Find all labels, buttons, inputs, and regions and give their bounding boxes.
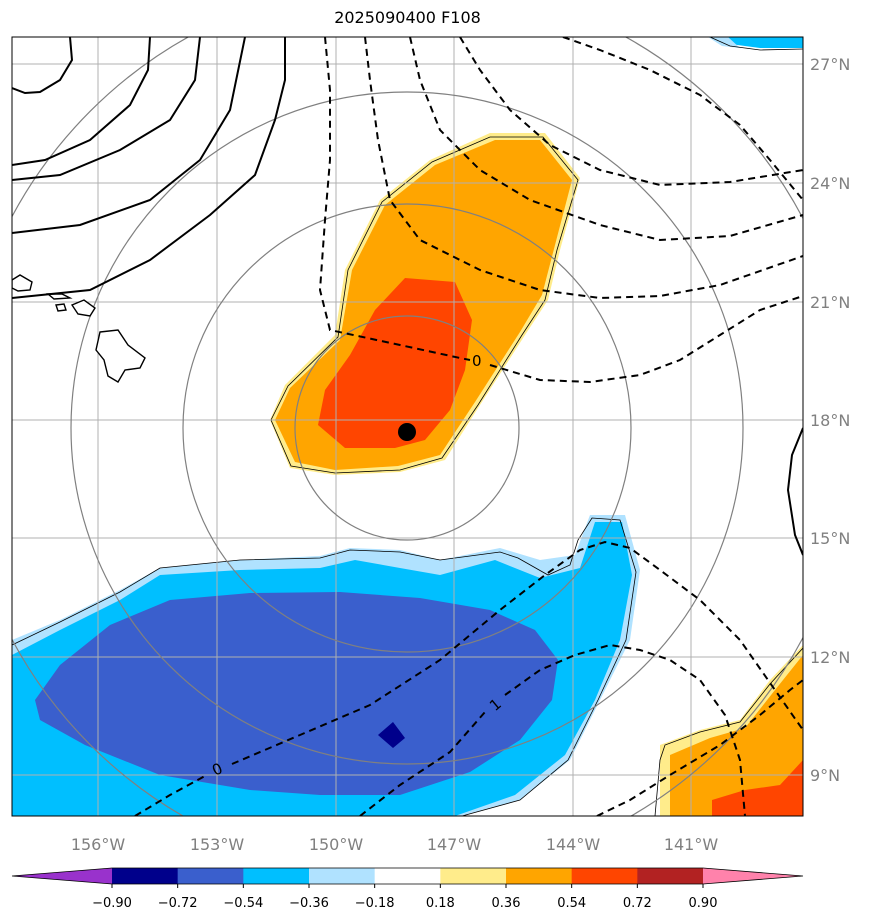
colorbar-segment [440,868,507,884]
range-rings [12,37,803,816]
lon-label: 153°W [190,835,245,854]
colorbar-segment [177,868,244,884]
colorbar: −0.90 −0.72 −0.54 −0.36 −0.18 0.18 0.36 0.54 0.7… [11,867,804,911]
colorbar-segment [112,868,179,884]
lon-label: 156°W [71,835,126,854]
map-frame [11,36,804,817]
lon-label: 141°W [664,835,719,854]
colorbar-tick-label: 0.36 [492,896,521,911]
colorbar-segment [374,868,441,884]
positive-anomaly-se-orange [670,655,803,816]
lat-label: 24°N [810,174,850,193]
colorbar-segment [309,868,376,884]
solid-contours [12,37,803,556]
lon-label: 147°W [427,835,482,854]
positive-outline [270,136,579,474]
colorbar-segment [637,868,704,884]
colorbar-tick-label: 0.72 [623,896,652,911]
lat-label: 15°N [810,529,850,548]
negative-anomaly-mid [35,592,558,795]
negative-anomaly-dark [378,722,405,748]
colorbar-tick-label: −0.90 [92,896,132,911]
colorbar-tick-label: −0.72 [158,896,198,911]
colorbar-tick-label: −0.18 [355,896,395,911]
lat-label: 9°N [810,766,840,785]
negative-anomaly-ne [712,37,803,48]
coastline-hawaii [12,274,146,383]
colorbar-tick-label: 0.54 [557,896,586,911]
colorbar-arrow-left [12,868,112,884]
lat-label: 18°N [810,411,850,430]
map-title: 2025090400 F108 [334,8,481,27]
negative-outline [12,517,637,816]
storm-center-marker [398,423,416,441]
colorbar-tick-label: −0.54 [223,896,263,911]
longitude-labels: 156°W 153°W 150°W 147°W 144°W 141°W [71,835,719,854]
colorbar-tick-label: −0.36 [289,896,329,911]
colorbar-tick-label: 0.18 [426,896,455,911]
latitude-labels: 27°N 24°N 21°N 18°N 15°N 12°N 9°N [810,55,850,785]
lat-label: 21°N [810,293,850,312]
colorbar-tick-label: 0.90 [689,896,718,911]
positive-anomaly-red [318,278,472,448]
dashed-contours [134,37,803,816]
colorbar-segment [571,868,638,884]
lat-label: 12°N [810,648,850,667]
lon-label: 150°W [309,835,364,854]
map-area [12,37,803,816]
contour-label-0-north: 0 [472,352,482,370]
colorbar-arrow-right [703,868,803,884]
ne-outline [709,37,803,51]
colorbar-segment [243,868,310,884]
colorbar-segment [506,868,573,884]
positive-anomaly-se-red [712,760,803,816]
graticule [12,37,803,816]
lat-label: 27°N [810,55,850,74]
lon-label: 144°W [546,835,601,854]
